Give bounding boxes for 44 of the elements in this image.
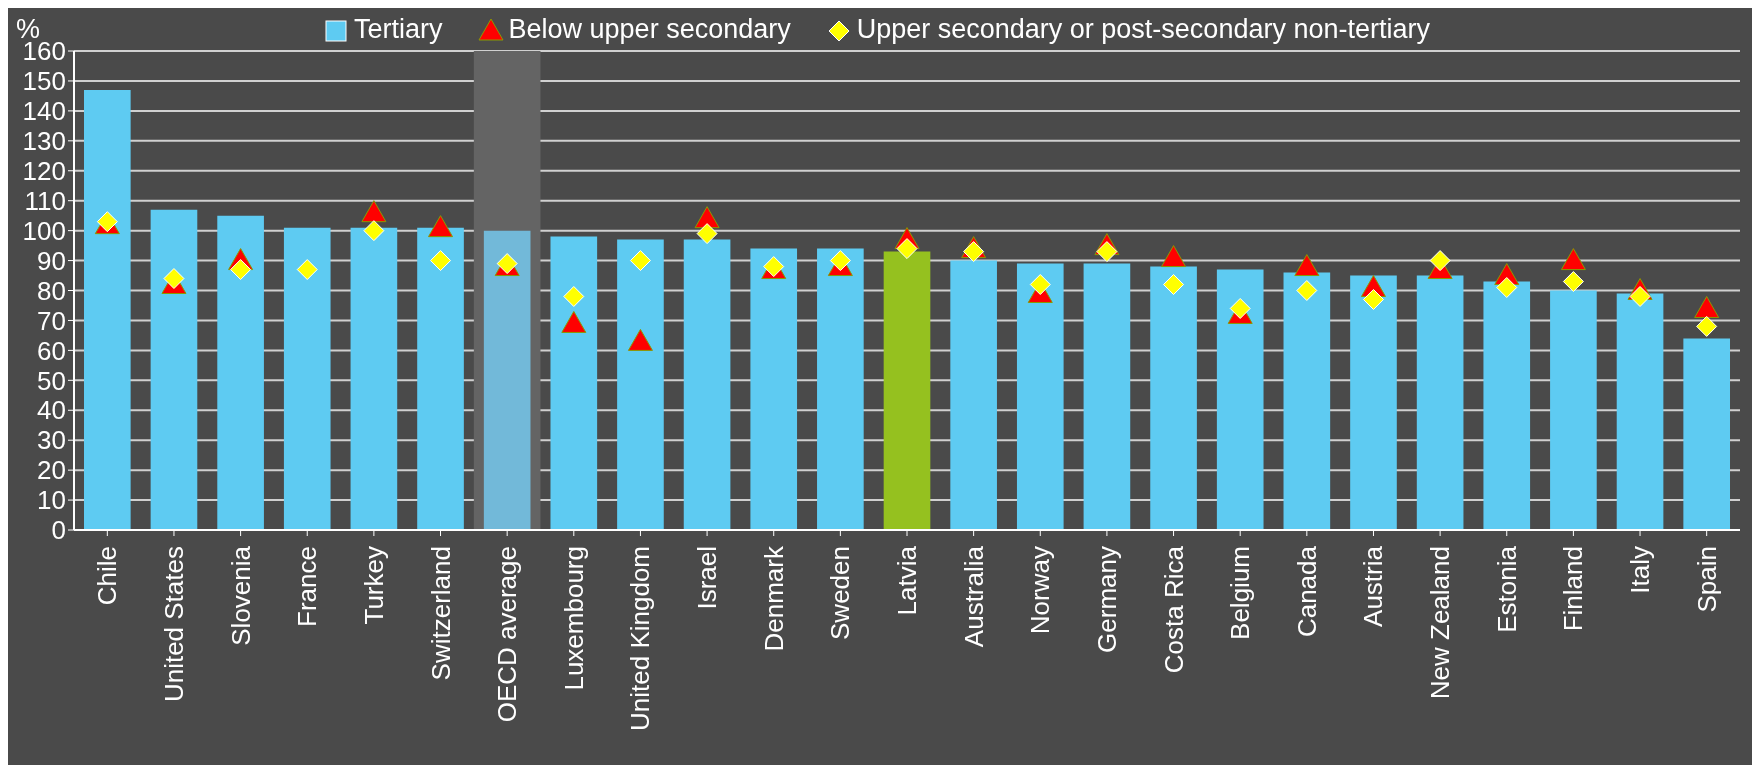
legend-label: Tertiary — [354, 14, 443, 45]
x-tick-label: Spain — [1691, 546, 1722, 613]
x-tick-label: France — [292, 546, 323, 627]
y-tick-label: 10 — [37, 485, 66, 516]
x-tick-label: Switzerland — [425, 546, 456, 681]
y-tick-label: 60 — [37, 335, 66, 366]
x-tick-label: United States — [158, 546, 189, 703]
y-tick-label: 0 — [51, 515, 66, 546]
y-tick-label: 90 — [37, 245, 66, 276]
legend-label: Upper secondary or post-secondary non-tertiary — [856, 14, 1430, 45]
x-tick-label: Costa Rica — [1158, 545, 1189, 674]
y-tick-label: 110 — [24, 185, 66, 216]
y-tick-label: 150 — [22, 66, 66, 97]
y-tick-label: 40 — [37, 395, 66, 426]
x-tick-label: New Zealand — [1425, 546, 1456, 700]
y-tick-label: 30 — [37, 425, 66, 456]
x-tick-label: Finland — [1558, 546, 1589, 632]
x-tick-label: Germany — [1091, 546, 1122, 653]
x-tick-label: Chile — [92, 546, 123, 606]
y-tick-label: 70 — [37, 305, 66, 336]
y-tick-label: 100 — [22, 215, 66, 246]
y-tick-label: 120 — [22, 155, 66, 186]
y-tick-label: 20 — [37, 455, 66, 486]
y-tick-label: 80 — [37, 275, 66, 306]
x-tick-label: Estonia — [1491, 545, 1522, 633]
x-tick-label: Italy — [1625, 546, 1656, 594]
x-tick-label: Luxembourg — [558, 546, 589, 691]
y-tick-label: 130 — [22, 126, 66, 157]
x-tick-label: Canada — [1291, 545, 1322, 638]
x-tick-label: Austria — [1358, 545, 1389, 627]
legend-label: Below upper secondary — [508, 14, 791, 45]
x-tick-label: OECD average — [492, 546, 523, 723]
x-tick-label: Denmark — [758, 545, 789, 652]
x-tick-label: Latvia — [892, 545, 922, 616]
x-tick-label: Turkey — [358, 546, 389, 625]
x-tick-label: United Kingdom — [625, 546, 656, 731]
x-tick-label: Belgium — [1225, 546, 1256, 640]
y-tick-label: 50 — [37, 365, 66, 396]
x-tick-label: Sweden — [825, 546, 856, 640]
x-tick-label: Australia — [958, 545, 989, 648]
y-tick-label: 140 — [22, 96, 66, 127]
x-tick-label: Norway — [1025, 546, 1056, 635]
x-tick-label: Slovenia — [225, 545, 256, 646]
x-tick-label: Israel — [692, 546, 723, 610]
